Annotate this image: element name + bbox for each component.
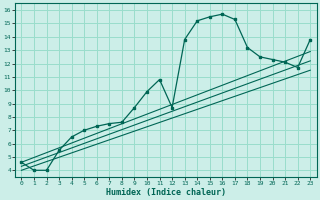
X-axis label: Humidex (Indice chaleur): Humidex (Indice chaleur)	[106, 188, 226, 197]
